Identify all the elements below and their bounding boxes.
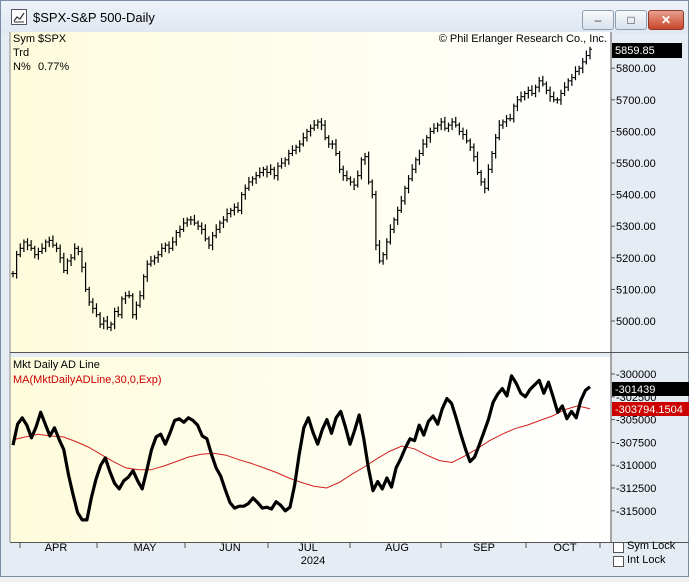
month-label: SEP <box>473 542 495 554</box>
npct-value: 0.77% <box>38 61 69 73</box>
copyright-text: © Phil Erlanger Research Co., Inc. <box>439 33 607 45</box>
price-tick-label: 5500.00 <box>616 158 656 170</box>
chart-svg[interactable]: 5800.00 5700.00 5600.00 5500.00 5400.00 5300.… <box>0 32 689 577</box>
price-tick-label: 5000.00 <box>616 316 656 328</box>
ma-label: MA(MktDailyADLine,30,0,Exp) <box>13 374 162 386</box>
indicator-tick-label: -300000 <box>616 369 656 381</box>
price-axis: 5800.00 5700.00 5600.00 5500.00 5400.00 5300.… <box>611 63 656 328</box>
sym-label: Sym <box>13 33 35 45</box>
price-tag-bg <box>612 43 682 58</box>
indicator-plot-area <box>10 357 611 542</box>
chart-canvas[interactable]: 5800.00 5700.00 5600.00 5500.00 5400.00 5300.… <box>0 32 689 577</box>
sym-lock-label: Sym Lock <box>627 540 676 552</box>
npct-label: N% <box>13 61 31 73</box>
month-axis: APR MAY JUN JUL AUG SEP OCT <box>19 542 601 554</box>
ad-value-tag: -301439 <box>615 384 655 396</box>
month-label: JUL <box>298 542 318 554</box>
price-tick-label: 5400.00 <box>616 190 656 202</box>
chart-icon <box>11 9 27 25</box>
int-lock-label: Int Lock <box>627 554 666 566</box>
close-icon: ✕ <box>660 13 672 27</box>
sym-lock-checkbox[interactable] <box>613 542 624 553</box>
month-label: JUN <box>219 542 240 554</box>
price-bars <box>11 46 592 332</box>
ma-line <box>12 405 591 489</box>
indicator-tick-label: -307500 <box>616 437 656 449</box>
indicator-axis: -300000-302500-305000-307500-310000-3125… <box>611 369 656 518</box>
indicator-tick-label: -310000 <box>616 460 656 472</box>
price-tick-label: 5600.00 <box>616 126 656 138</box>
window-title: $SPX-S&P 500-Daily <box>33 10 155 25</box>
close-button[interactable]: ✕ <box>648 10 684 30</box>
indicator-tick-label: -305000 <box>616 415 656 427</box>
indicator-title: Mkt Daily AD Line <box>13 359 100 371</box>
title-bar[interactable]: $SPX-S&P 500-Daily – □ ✕ <box>1 1 688 33</box>
price-tick-label: 5300.00 <box>616 221 656 233</box>
price-tick-label: 5800.00 <box>616 63 656 75</box>
sym-value: $SPX <box>38 33 67 45</box>
year-label: 2024 <box>301 555 325 567</box>
int-lock-checkbox[interactable] <box>613 556 624 567</box>
month-label: APR <box>45 542 68 554</box>
indicator-tick-label: -315000 <box>616 506 656 518</box>
trd-label: Trd <box>13 47 29 59</box>
maximize-icon: □ <box>627 13 635 27</box>
month-label: OCT <box>553 542 577 554</box>
price-tick-label: 5100.00 <box>616 284 656 296</box>
price-tick-label: 5200.00 <box>616 253 656 265</box>
price-plot-area <box>10 32 611 352</box>
month-label: MAY <box>133 542 157 554</box>
ad-value-tag-bg <box>612 382 689 396</box>
ma-value-tag-bg <box>612 402 689 416</box>
minimize-icon: – <box>594 13 602 27</box>
ma-value-tag: -303794.1504 <box>615 404 683 416</box>
price-tag: 5859.85 <box>615 45 655 57</box>
maximize-button[interactable]: □ <box>615 10 647 30</box>
ad-line <box>11 374 591 522</box>
month-label: AUG <box>385 542 409 554</box>
indicator-tick-label: -312500 <box>616 483 656 495</box>
price-bar <box>588 46 592 60</box>
minimize-button[interactable]: – <box>582 10 614 30</box>
price-tick-label: 5700.00 <box>616 95 656 107</box>
